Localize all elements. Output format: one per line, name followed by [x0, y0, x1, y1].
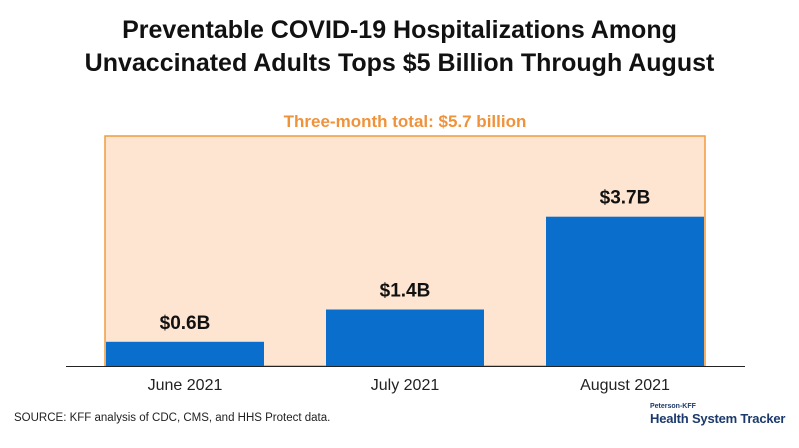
chart-title-line-2: Unvaccinated Adults Tops $5 Billion Thro… [84, 49, 715, 77]
data-label-2: $3.7B [600, 188, 651, 209]
health-system-tracker-logo: Peterson-KFF Health System Tracker [650, 403, 790, 425]
x-tick-label-0: June 2021 [148, 377, 223, 394]
data-label-1: $1.4B [380, 281, 431, 302]
three-month-total-label: Three-month total: $5.7 billion [284, 112, 527, 131]
brand-small-text: Peterson-KFF [650, 403, 696, 410]
source-note: SOURCE: KFF analysis of CDC, CMS, and HH… [14, 412, 331, 424]
bar-1 [326, 309, 484, 366]
bar-0 [106, 341, 264, 366]
chart-title-line-1: Preventable COVID-19 Hospitalizations Am… [122, 16, 677, 44]
data-label-0: $0.6B [160, 313, 211, 334]
chart-title: Preventable COVID-19 Hospitalizations Am… [0, 14, 799, 80]
x-tick-label-1: July 2021 [371, 377, 440, 394]
bar-2 [546, 216, 704, 366]
brand-big-text: Health System Tracker [650, 411, 786, 426]
x-tick-label-2: August 2021 [580, 377, 670, 394]
